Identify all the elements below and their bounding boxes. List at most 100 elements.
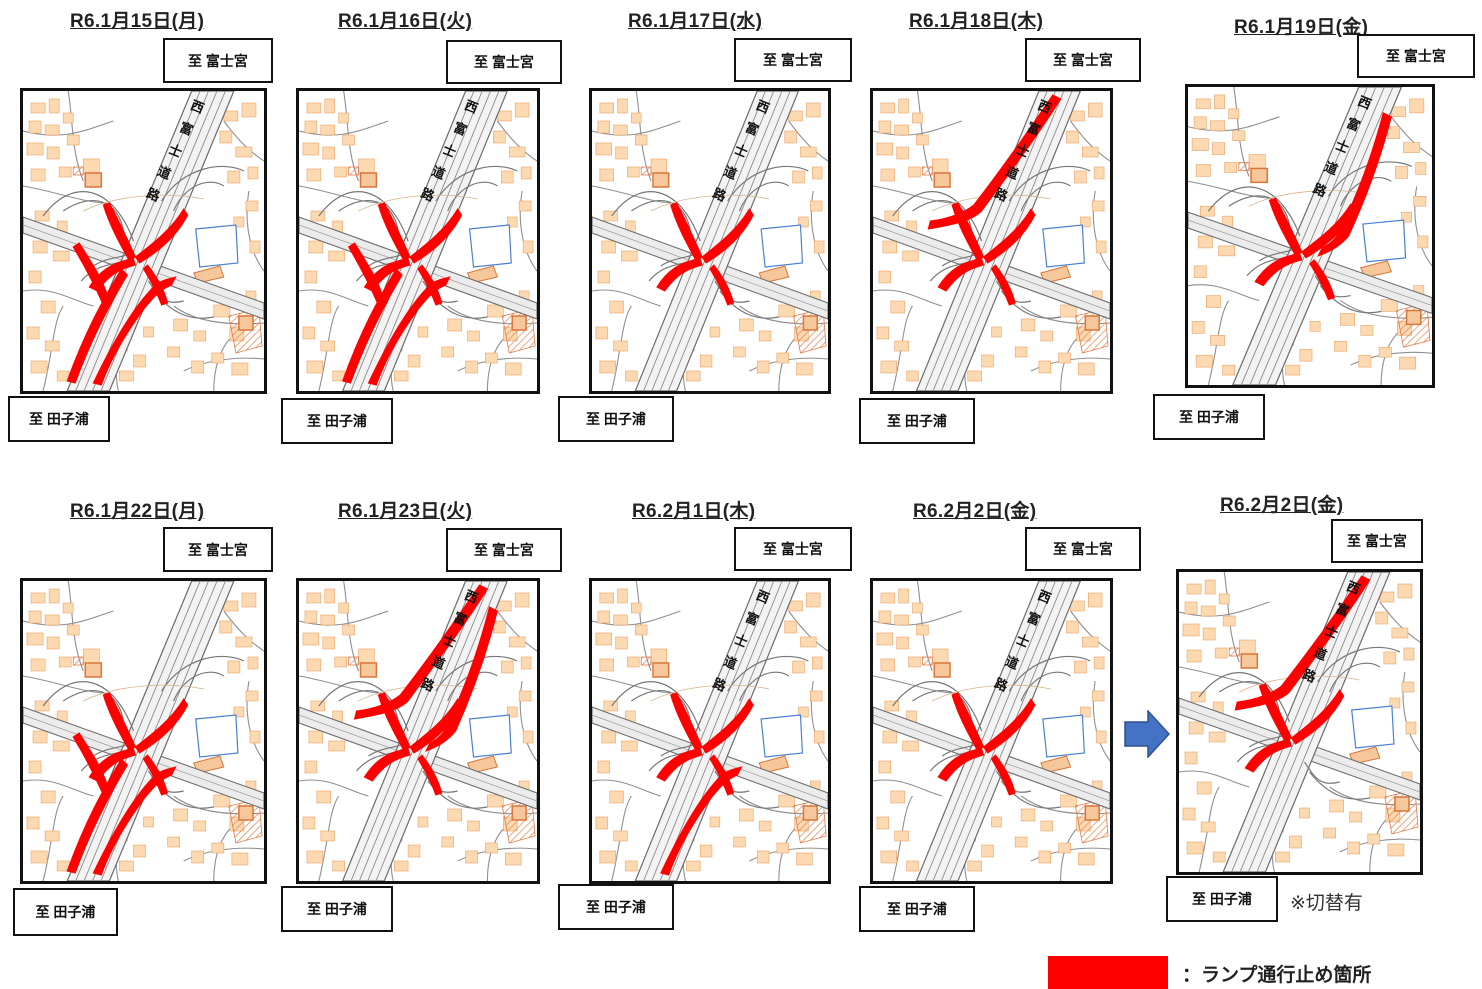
building (1186, 649, 1202, 663)
building (876, 326, 890, 340)
closure-se-long (660, 766, 743, 876)
road-name-char: 富 (1025, 119, 1043, 138)
minor-street (1070, 120, 1110, 162)
building (813, 730, 825, 744)
building (878, 610, 892, 624)
building (316, 300, 332, 314)
closure-ne (701, 698, 754, 754)
ramp-road (161, 165, 245, 202)
pond-outline (1362, 219, 1407, 263)
pond-outline (468, 224, 512, 268)
panel-date: R6.1月16日(火) (338, 11, 473, 32)
building (308, 730, 324, 744)
minor-street (892, 795, 913, 881)
direction-label-south: 至 田子浦 (558, 396, 674, 442)
building (739, 808, 754, 822)
building (211, 842, 225, 854)
building (304, 610, 318, 624)
building (514, 102, 530, 118)
building (882, 730, 897, 744)
building (902, 250, 919, 262)
building (62, 112, 74, 124)
direction-label-north: 至 富士宮 (446, 40, 562, 84)
building (227, 660, 241, 674)
building (916, 134, 929, 146)
interchange-map: 西富士道路 (296, 578, 540, 884)
building (44, 124, 60, 136)
interchange-map-svg (23, 581, 264, 881)
building (1182, 807, 1196, 821)
building (1070, 110, 1085, 122)
building (219, 130, 233, 144)
building (66, 134, 80, 146)
building (173, 808, 188, 822)
building (358, 158, 375, 174)
building (304, 270, 318, 284)
boundary-line (650, 684, 770, 702)
road-name-char: 道 (1322, 159, 1340, 178)
highway-lane-line (358, 91, 483, 391)
closure-sw-long (66, 732, 129, 874)
road-name-char: 西 (462, 587, 480, 606)
building (30, 592, 46, 604)
landmark-building (1250, 167, 1269, 184)
road-name-char: 道 (1003, 163, 1021, 182)
building (613, 830, 628, 842)
building (133, 844, 146, 858)
building (332, 860, 345, 872)
building (82, 648, 100, 664)
building (599, 850, 616, 864)
building (1409, 98, 1425, 114)
building (603, 700, 618, 712)
building (30, 658, 46, 672)
building (485, 842, 498, 854)
building (133, 354, 146, 368)
minor-street (873, 289, 943, 307)
building (1395, 166, 1408, 179)
building (981, 844, 994, 858)
building (506, 706, 518, 718)
building (876, 816, 890, 830)
direction-label-south: 至 田子浦 (8, 396, 110, 442)
building (119, 370, 134, 382)
building (880, 658, 896, 672)
building (231, 852, 249, 866)
landmark-building (84, 662, 103, 678)
building (597, 610, 610, 624)
building (1202, 627, 1216, 641)
ramp-road (435, 165, 518, 202)
ramp-road (1008, 655, 1091, 692)
minor-street (496, 120, 537, 162)
building (1058, 352, 1071, 364)
building (709, 816, 721, 828)
landmark-building (1394, 796, 1410, 812)
building (601, 730, 616, 744)
building (599, 360, 616, 374)
building (1391, 106, 1406, 118)
minor-street (592, 120, 681, 136)
road-name-char: 路 (711, 675, 729, 694)
transition-arrow-icon (1124, 709, 1171, 763)
building (1309, 321, 1321, 332)
building (1199, 205, 1215, 217)
building (1074, 170, 1087, 184)
building (800, 636, 817, 648)
interchange-map: 西富士道路 (20, 88, 267, 394)
building (1340, 313, 1356, 326)
building (806, 592, 821, 608)
landmark-building (359, 662, 378, 678)
building (28, 610, 42, 624)
building (1401, 681, 1415, 693)
building (191, 360, 205, 374)
building (447, 808, 462, 822)
minor-street (318, 795, 340, 881)
highway-band (1232, 87, 1403, 385)
building (26, 632, 44, 646)
road-name-char: 士 (1014, 141, 1032, 160)
building (631, 602, 642, 614)
building (417, 326, 429, 338)
direction-label-south: 至 田子浦 (859, 398, 975, 444)
highway-lane-line (1240, 87, 1368, 385)
building (1222, 615, 1236, 627)
ramp-road (1020, 671, 1071, 702)
